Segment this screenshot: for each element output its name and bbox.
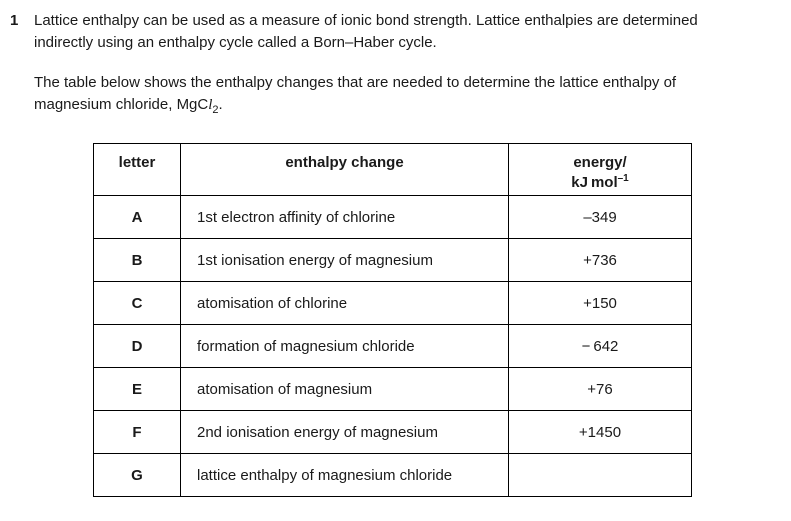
header-energy-line-1: energy/ [573,154,627,171]
row-d-letter: D [93,324,181,368]
header-energy-line-2: kJ mol–1 [510,173,690,193]
row-e-letter: E [93,367,181,411]
row-f-letter: F [93,410,181,454]
row-f-energy: +1450 [508,410,692,454]
header-energy-unit: kJ mol [571,174,618,191]
question-block: 1 Lattice enthalpy can be used as a meas… [0,0,791,116]
formula-subscript-2: 2 [212,103,219,116]
table-intro-line-2: magnesium chloride, MgCl2. [34,94,774,117]
table-intro-line-1: The table below shows the enthalpy chang… [34,74,677,91]
header-letter: letter [93,143,181,196]
row-c-letter: C [93,281,181,325]
intro-line-1: Lattice enthalpy can be used as a measur… [34,12,698,29]
row-g-energy [508,453,692,497]
row-a-energy: –349 [508,195,692,239]
question-text: Lattice enthalpy can be used as a measur… [34,10,774,116]
row-b-letter: B [93,238,181,282]
enthalpy-table: letter enthalpy change energy/ kJ mol–1 … [93,143,692,497]
header-energy: energy/ kJ mol–1 [508,143,692,196]
row-a-enthalpy-change: 1st electron affinity of chlorine [180,195,509,239]
question-number: 1 [10,12,19,29]
row-d-enthalpy-change: formation of magnesium chloride [180,324,509,368]
table-row-g: G lattice enthalpy of magnesium chloride [93,453,692,497]
table-row-f: F 2nd ionisation energy of magnesium +14… [93,410,692,454]
table-row-d: D formation of magnesium chloride − 642 [93,324,692,368]
row-e-energy: +76 [508,367,692,411]
table-row-e: E atomisation of magnesium +76 [93,367,692,411]
table-row-c: C atomisation of chlorine +150 [93,281,692,325]
header-enthalpy-change: enthalpy change [180,143,509,196]
header-row: letter enthalpy change energy/ kJ mol–1 [93,143,692,196]
row-d-energy: − 642 [508,324,692,368]
row-g-enthalpy-change: lattice enthalpy of magnesium chloride [180,453,509,497]
row-a-letter: A [93,195,181,239]
row-c-energy: +150 [508,281,692,325]
table-intro-paragraph: The table below shows the enthalpy chang… [34,72,774,116]
chlorine-italic-l: l [208,96,213,113]
enthalpy-table-header: letter enthalpy change energy/ kJ mol–1 [93,143,692,196]
table-intro-line-2-prefix: magnesium chloride, MgC [34,95,209,113]
table-row-b: B 1st ionisation energy of magnesium +73… [93,238,692,282]
row-b-energy: +736 [508,238,692,282]
row-b-enthalpy-change: 1st ionisation energy of magnesium [180,238,509,282]
row-f-enthalpy-change: 2nd ionisation energy of magnesium [180,410,509,454]
intro-line-2: indirectly using an enthalpy cycle calle… [34,33,437,51]
header-energy-unit-exponent: –1 [617,173,629,184]
row-g-letter: G [93,453,181,497]
row-c-enthalpy-change: atomisation of chlorine [180,281,509,325]
table-row-a: A 1st electron affinity of chlorine –349 [93,195,692,239]
table-intro-line-2-suffix: . [218,95,223,113]
enthalpy-table-body: A 1st electron affinity of chlorine –349… [93,195,692,497]
row-e-enthalpy-change: atomisation of magnesium [180,367,509,411]
